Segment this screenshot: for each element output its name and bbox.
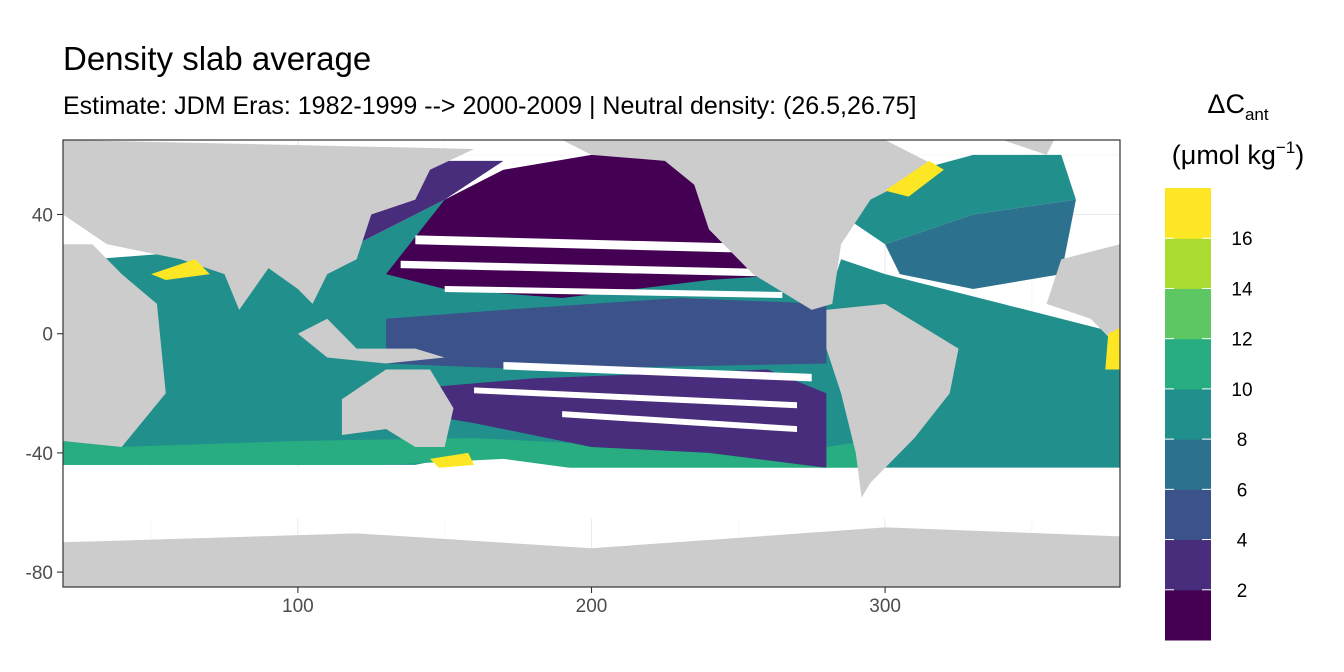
legend-bin	[1165, 539, 1211, 591]
y-tick-label: -40	[26, 444, 53, 465]
land-south-america	[826, 303, 959, 498]
legend-title-main: ΔC	[1207, 89, 1245, 119]
legend: ΔCant (μmol kg−1) 2 4 6 8 10 12 14 16	[1165, 89, 1304, 641]
x-tick-label: 200	[576, 596, 608, 617]
legend-bin	[1165, 589, 1211, 641]
tropical-pacific	[385, 297, 827, 370]
chart-subtitle: Estimate: JDM Eras: 1982-1999 --> 2000-2…	[63, 92, 917, 120]
subtropical-atlantic	[885, 199, 1076, 289]
hotspot-tasman	[430, 452, 475, 468]
legend-unit-sup: −1	[1276, 138, 1295, 157]
legend-break-label: 6	[1237, 480, 1248, 501]
white-slab	[474, 387, 798, 409]
white-slab	[503, 362, 812, 382]
white-slab	[400, 260, 798, 278]
y-tick-label: 40	[32, 206, 53, 227]
land-australia	[341, 369, 454, 447]
legend-break-label: 8	[1237, 430, 1248, 451]
land-africa	[63, 244, 166, 447]
y-tick-label: 0	[42, 325, 53, 346]
legend-bin	[1165, 288, 1211, 340]
hotspot-guinea	[1105, 327, 1120, 370]
legend-colorbar: 2 4 6 8 10 12 14 16	[1165, 188, 1253, 641]
hotspot-arabian	[151, 259, 210, 281]
legend-break-label: 4	[1237, 531, 1248, 552]
legend-bin	[1165, 188, 1211, 239]
legend-bin	[1165, 388, 1211, 440]
legend-title: ΔCant	[1207, 89, 1268, 124]
hotspot-labrador	[885, 160, 944, 197]
land-maritime	[297, 318, 445, 364]
land-greenland-tip	[1002, 140, 1054, 155]
land-eurasia	[63, 140, 475, 310]
land-north-america	[562, 140, 944, 310]
white-slab	[415, 235, 768, 254]
legend-unit-prefix: (μmol kg	[1172, 140, 1276, 170]
legend-bin	[1165, 439, 1211, 490]
southern-band	[63, 438, 886, 498]
x-tick-label: 100	[282, 596, 314, 617]
land-west-africa	[1046, 244, 1120, 349]
land-antarctica	[63, 527, 1120, 587]
legend-break-label: 10	[1231, 380, 1252, 401]
chart-title: Density slab average	[63, 40, 372, 77]
y-tick-label: -80	[26, 563, 53, 584]
legend-break-label: 12	[1231, 330, 1252, 351]
legend-break-label: 16	[1231, 229, 1252, 250]
legend-bin	[1165, 238, 1211, 289]
legend-break-label: 2	[1237, 581, 1248, 602]
white-slab	[562, 411, 798, 433]
x-tick-label: 300	[869, 596, 901, 617]
legend-break-label: 14	[1231, 279, 1253, 300]
legend-unit-suffix: )	[1295, 140, 1304, 170]
legend-bin	[1165, 489, 1211, 541]
white-slab	[444, 286, 783, 298]
map-layer	[63, 140, 1120, 587]
legend-unit: (μmol kg−1)	[1172, 138, 1304, 170]
southern-white	[63, 467, 1120, 519]
legend-title-sub: ant	[1245, 105, 1269, 124]
legend-bin	[1165, 338, 1211, 390]
